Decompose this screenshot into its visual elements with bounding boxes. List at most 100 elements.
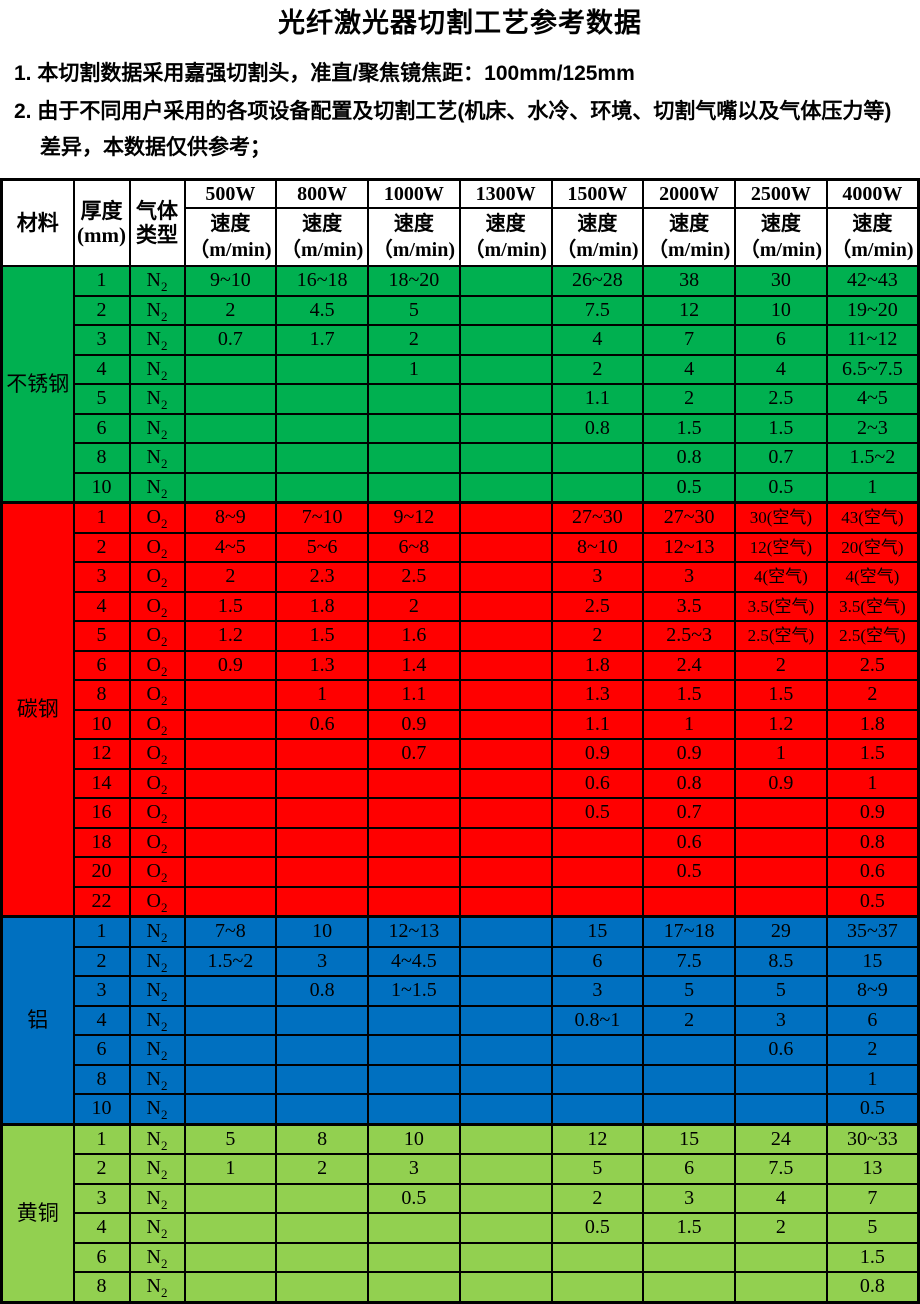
thickness-cell: 2 xyxy=(72,294,131,326)
speed-cell: 0.9 xyxy=(183,649,278,681)
speed-cell: 9~12 xyxy=(367,501,461,534)
speed-cell: 1.1 xyxy=(550,383,645,415)
speed-cell xyxy=(458,856,553,888)
gas-subscript: 2 xyxy=(160,485,168,501)
speed-cell: 1.5 xyxy=(825,1241,920,1273)
gas-subscript: 2 xyxy=(160,516,168,532)
speed-cell: 19~20 xyxy=(825,294,920,326)
speed-cell: 15 xyxy=(825,945,920,977)
speed-cell: 3.5 xyxy=(642,590,736,622)
speed-cell: 2 xyxy=(550,620,645,652)
speed-cell: 0.8 xyxy=(275,975,369,1007)
speed-cell: 0.5 xyxy=(367,1182,461,1214)
speed-cell xyxy=(367,856,461,888)
speed-cell xyxy=(183,1212,278,1244)
gas-cell: O2 xyxy=(128,620,186,652)
speed-cell: 0.8 xyxy=(642,442,736,474)
material-cell: 黄铜 xyxy=(0,1122,75,1303)
speed-cell xyxy=(275,1034,369,1066)
speed-unit: （m/min) xyxy=(372,239,455,261)
gas-subscript: 2 xyxy=(160,752,168,768)
gas-subscript: 2 xyxy=(160,397,168,413)
gas-cell: N2 xyxy=(128,1004,186,1036)
speed-cell: 8.5 xyxy=(734,945,828,977)
speed-cell xyxy=(367,1093,461,1125)
speed-cell xyxy=(367,471,461,504)
speed-cell xyxy=(458,738,553,770)
speed-cell: 0.8~1 xyxy=(550,1004,645,1036)
speed-cell xyxy=(550,1063,645,1095)
speed-cell xyxy=(550,1271,645,1303)
speed-cell xyxy=(183,679,278,711)
speed-cell xyxy=(275,1093,369,1125)
speed-cell xyxy=(275,738,369,770)
speed-cell xyxy=(458,975,553,1007)
thickness-cell: 4 xyxy=(72,1212,131,1244)
speed-cell xyxy=(183,442,278,474)
speed-cell xyxy=(458,1093,553,1125)
gas-subscript: 2 xyxy=(160,338,168,354)
thickness-cell: 6 xyxy=(72,1034,131,1066)
speed-cell: 12 xyxy=(550,1122,645,1155)
speed-cell xyxy=(458,471,553,504)
speed-label: 速度 xyxy=(393,213,434,235)
speed-cell: 6.5~7.5 xyxy=(825,353,920,385)
speed-cell xyxy=(458,1034,553,1066)
speed-cell xyxy=(275,1212,369,1244)
speed-cell: 4(空气) xyxy=(825,561,920,593)
gas-subscript: 2 xyxy=(160,545,168,561)
speed-cell: 27~30 xyxy=(550,501,645,534)
speed-cell: 0.8 xyxy=(642,767,736,799)
page-title: 光纤激光器切割工艺参考数据 xyxy=(278,8,642,38)
speed-cell: 4 xyxy=(734,353,828,385)
speed-cell: 12~13 xyxy=(642,531,736,563)
speed-cell xyxy=(183,1004,278,1036)
gas-subscript: 2 xyxy=(160,811,168,827)
thickness-cell: 10 xyxy=(72,1093,131,1125)
header-power-1000W: 1000W xyxy=(367,178,461,209)
speed-cell: 43(空气) xyxy=(825,501,920,534)
speed-cell xyxy=(183,708,278,740)
speed-cell: 3 xyxy=(550,975,645,1007)
gas-symbol: N xyxy=(146,949,161,972)
gas-symbol: O xyxy=(146,653,161,676)
header-speed-1300W: 速度 （m/min) xyxy=(458,207,553,267)
speed-cell: 0.6 xyxy=(275,708,369,740)
speed-cell: 0.7 xyxy=(734,442,828,474)
speed-cell: 1.5~2 xyxy=(183,945,278,977)
speed-cell: 6 xyxy=(550,945,645,977)
gas-symbol: O xyxy=(146,860,161,883)
speed-cell: 0.5 xyxy=(642,471,736,504)
speed-cell: 0.5 xyxy=(734,471,828,504)
speed-cell: 0.8 xyxy=(825,1271,920,1303)
speed-cell xyxy=(734,826,828,858)
speed-cell: 0.9 xyxy=(550,738,645,770)
speed-cell xyxy=(458,797,553,829)
gas-cell: N2 xyxy=(128,324,186,356)
header-gas-line1: 气体 xyxy=(136,199,178,223)
speed-cell: 16~18 xyxy=(275,265,369,297)
speed-label: 速度 xyxy=(485,213,526,235)
speed-cell: 0.6 xyxy=(734,1034,828,1066)
gas-symbol: N xyxy=(146,1008,161,1031)
gas-cell: N2 xyxy=(128,412,186,444)
speed-cell xyxy=(183,1063,278,1095)
speed-cell: 12~13 xyxy=(367,915,461,948)
speed-cell: 0.5 xyxy=(825,1093,920,1125)
speed-cell: 2~3 xyxy=(825,412,920,444)
speed-cell: 0.8 xyxy=(550,412,645,444)
speed-cell xyxy=(367,1271,461,1303)
speed-cell xyxy=(183,471,278,504)
speed-cell xyxy=(458,561,553,593)
speed-cell xyxy=(367,1212,461,1244)
speed-cell: 2.5 xyxy=(550,590,645,622)
gas-cell: N2 xyxy=(128,1182,186,1214)
speed-cell xyxy=(183,1093,278,1125)
table-row: 12 O2 0.7 0.9 0.9 1 1.5 xyxy=(2,738,920,770)
speed-label: 速度 xyxy=(760,213,801,235)
gas-cell: O2 xyxy=(128,590,186,622)
thickness-cell: 6 xyxy=(72,412,131,444)
speed-cell: 1.2 xyxy=(183,620,278,652)
speed-cell: 15 xyxy=(642,1122,736,1155)
speed-cell: 1.5 xyxy=(734,412,828,444)
